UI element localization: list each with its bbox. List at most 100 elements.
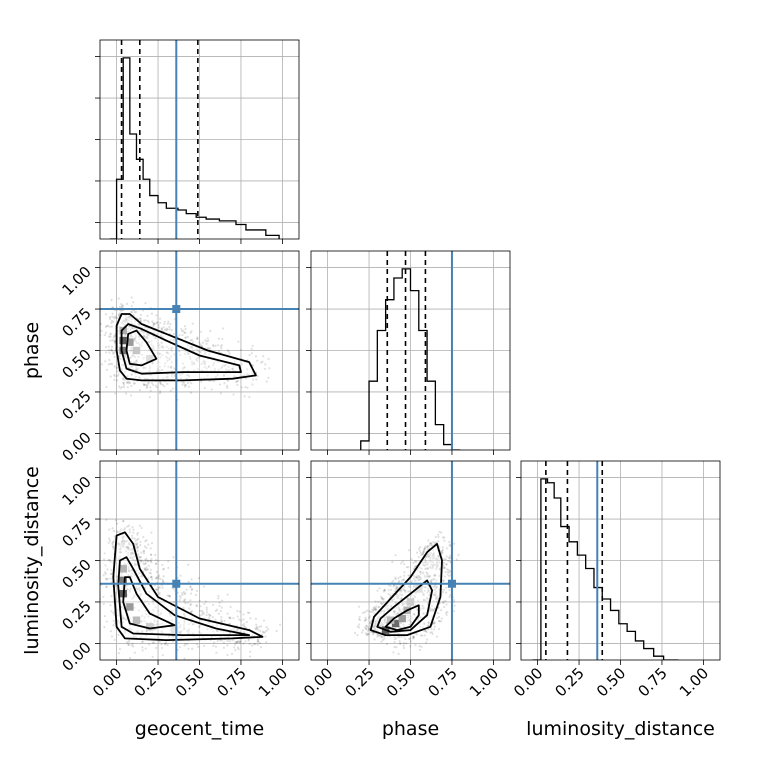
scatter-point [178,630,181,633]
scatter-point [232,393,235,396]
scatter-point [445,547,449,550]
scatter-point [426,638,429,641]
density-cell [119,336,127,345]
scatter-point [243,395,246,398]
scatter-point [226,653,229,657]
scatter-point [391,561,394,564]
scatter-point [428,591,431,594]
y-tick-label: 1.00 [58,263,94,299]
scatter-point [392,651,395,654]
scatter-point [442,600,445,604]
scatter-point [457,553,460,556]
scatter-point [181,593,184,597]
scatter-point [118,548,121,551]
scatter-point [391,598,394,602]
scatter-point [105,351,108,354]
scatter-point [120,574,123,577]
scatter-point [379,624,382,627]
scatter-point [161,654,164,657]
scatter-point [380,597,384,600]
scatter-point [130,361,133,364]
scatter-point [401,602,404,605]
scatter-point [110,319,114,323]
scatter-point [112,540,115,543]
scatter-point [162,568,165,571]
scatter-point [189,592,193,595]
scatter-point [426,591,429,594]
scatter-point [134,563,137,566]
scatter-point [422,563,425,567]
scatter-point [119,387,122,390]
scatter-point [134,559,137,563]
scatter-point [219,392,223,395]
scatter-point [108,539,112,542]
scatter-point [419,545,422,549]
scatter-point [100,363,104,366]
scatter-point [121,540,124,543]
scatter-point [133,562,137,565]
scatter-point [220,599,224,602]
scatter-point [131,536,134,540]
scatter-point [190,382,193,385]
scatter-point [125,319,128,322]
scatter-point [113,375,117,378]
scatter-point [256,375,259,378]
truth-marker [172,305,181,314]
scatter-point [110,298,113,302]
scatter-point [406,590,409,593]
scatter-point [154,553,157,557]
scatter-point [422,550,426,553]
scatter-point [190,360,194,363]
scatter-point [196,368,199,371]
scatter-point [128,543,132,546]
scatter-point [376,633,380,636]
scatter-point [148,396,151,399]
scatter-point [398,579,401,583]
scatter-point [390,605,393,608]
scatter-point [111,527,114,530]
scatter-point [365,625,369,628]
scatter-point [424,545,427,548]
scatter-point [145,333,148,336]
scatter-point [188,375,191,378]
scatter-point [205,611,209,614]
scatter-point [159,356,162,359]
scatter-point [149,553,153,556]
scatter-point [167,347,170,350]
scatter-point [118,530,122,533]
scatter-point [432,564,435,567]
scatter-point [447,568,450,572]
scatter-point [432,553,435,556]
scatter-point [418,644,421,648]
scatter-point [265,629,268,632]
scatter-point [369,621,372,624]
scatter-point [123,320,127,323]
scatter-point [400,562,403,565]
scatter-point [127,548,130,551]
scatter-point [234,649,237,652]
scatter-point [178,631,182,634]
scatter-point [122,383,126,386]
scatter-point [146,337,149,340]
scatter-point [436,563,439,566]
scatter-point [151,641,154,644]
scatter-point [394,554,397,557]
scatter-point [104,360,107,363]
scatter-point [161,586,164,589]
scatter-point [395,585,398,588]
scatter-point [420,553,423,557]
scatter-point [105,578,108,581]
scatter-point [405,566,408,569]
scatter-point [138,586,141,589]
scatter-point [118,312,121,315]
scatter-point [139,544,142,547]
scatter-point [243,622,246,626]
scatter-point [236,383,239,387]
scatter-point [132,552,135,555]
scatter-point [171,610,174,613]
scatter-point [149,559,152,562]
scatter-point [229,616,232,619]
scatter-point [159,383,163,386]
scatter-point [244,640,247,643]
scatter-point [228,616,232,620]
